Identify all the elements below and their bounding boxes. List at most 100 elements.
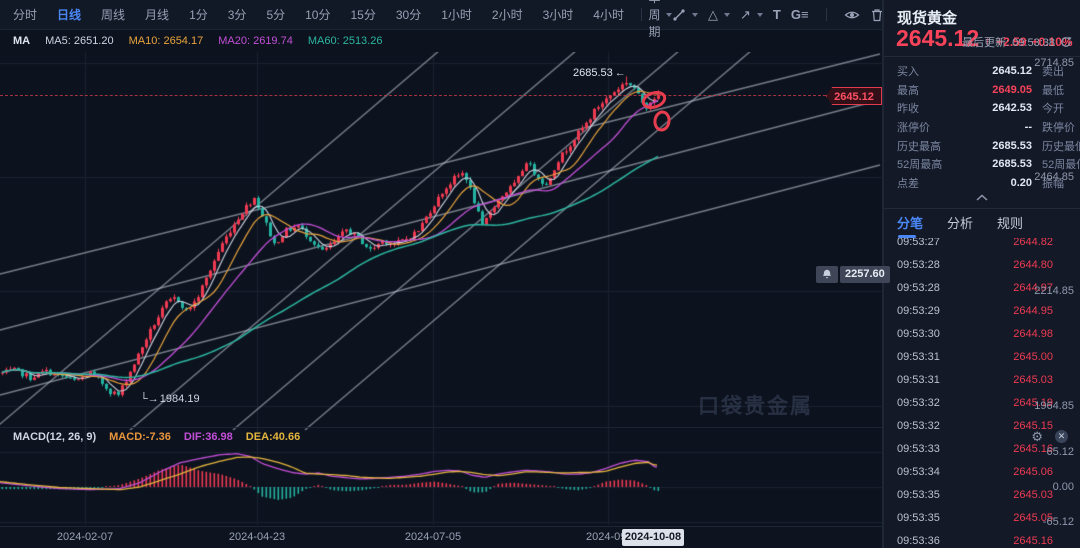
info-value: 2685.53 [992,158,1032,171]
single-period-label: 单周期 [648,0,661,39]
tick-price: 2644.95 [1013,305,1053,317]
macd-axis-label-0: 65.12 [1046,446,1074,458]
price-axis-label-1: 2464.85 [1034,171,1074,183]
panel-tab-2[interactable]: 规则 [997,216,1024,231]
panel-tab-0[interactable]: 分笔 [897,213,923,238]
last-price: 2645.12 [896,25,980,51]
last-update-row: 最后更新: 09:53:38 [962,34,1072,50]
tick-time: 09:53:36 [897,535,940,547]
tick-price: 2645.16 [1013,443,1053,455]
panel-divider [884,208,1080,209]
tick-row-2: 09:53:28 2644.97 [884,277,1080,300]
macd-title: MACD(12, 26, 9) [13,431,97,443]
corner-arrow-icon: └→ [140,393,159,405]
price-row: 2645.12 ↑ +2.59 +0.10% [896,25,1073,52]
price-axis-label-0: 2714.85 [1034,57,1074,69]
quote-info-row-3: 涨停价 -- 跌停价 [884,118,1080,137]
timeframe-tab-9[interactable]: 30分 [395,8,422,22]
timeframe-tab-4[interactable]: 1分 [189,8,208,22]
info-label: 昨收 [897,103,919,116]
tick-time: 09:53:35 [897,489,940,501]
panel-tab-1[interactable]: 分析 [947,216,974,231]
macd-legend: MACD(12, 26, 9) MACD:-7.36 DIF:36.98 DEA:4… [13,431,300,443]
ma-legend-item-2: MA20: 2619.74 [218,35,293,47]
tick-row-3: 09:53:29 2644.95 [884,300,1080,323]
tick-row-0: 09:53:27 2644.82 [884,238,1080,254]
alert-price-value: 2257.60 [840,266,890,283]
timeframe-tab-11[interactable]: 2小时 [491,8,523,22]
bell-icon[interactable] [816,266,838,283]
tick-price: 2645.19 [1013,397,1053,409]
date-axis: 2024-10-08 2024-02-07 2024-04-23 2024-07-0… [0,526,882,548]
info-value: 2642.53 [992,102,1032,115]
price-change-percent: +0.10% [1031,35,1073,49]
macd-axis-label-1: 0.00 [1052,481,1074,493]
price-alert-chip: 2257.60 [816,266,890,283]
single-period-dropdown[interactable]: 单周期 [648,0,672,40]
collapse-panel-button[interactable] [884,194,1080,206]
timeframe-tab-8[interactable]: 15分 [350,8,376,22]
info-label: 买入 [897,66,919,79]
high-annotation: 2685.53 ← [573,67,626,79]
tick-row-4: 09:53:30 2644.98 [884,323,1080,346]
info-label: 历史最低 [1042,140,1080,153]
chevron-down-icon[interactable] [756,12,763,17]
tick-price: 2645.15 [1013,420,1053,432]
trendline-tool-icon[interactable] [672,8,686,22]
chevron-down-icon[interactable] [723,12,730,17]
info-value: 2685.53 [992,139,1032,152]
panel-divider [884,56,1080,57]
tick-time: 09:53:28 [897,282,940,294]
timeframe-tab-1[interactable]: 日线 [57,8,82,22]
tick-price: 2644.97 [1013,282,1053,294]
info-label: 卖出 [1042,66,1064,79]
tick-row-12: 09:53:35 2645.05 [884,507,1080,530]
gear-icon[interactable]: ⚙ [1031,429,1043,444]
tick-row-11: 09:53:35 2645.03 [884,484,1080,507]
info-label: 52周最高 [897,159,943,172]
arrow-tool-icon[interactable]: ↗ [739,7,751,22]
tick-time: 09:53:27 [897,238,940,248]
info-label: 跌停价 [1042,122,1075,135]
text-tool-icon[interactable]: T [772,7,781,22]
tick-list[interactable]: 09:53:27 2644.82 09:53:28 2644.80 09:53:28 26… [884,238,1080,548]
tick-time: 09:53:30 [897,328,940,340]
info-label: 最高 [897,84,919,97]
chevron-down-icon [665,12,672,17]
high-annotation-value: 2685.53 [573,67,613,79]
tick-time: 09:53:35 [897,512,940,524]
current-price-dashed-line [0,95,826,96]
toolbar-divider [640,8,642,21]
refresh-icon[interactable] [1060,36,1072,48]
info-label: 52周最低 [1042,159,1080,172]
timeframe-tab-7[interactable]: 10分 [305,8,331,22]
eye-icon[interactable] [844,9,860,21]
timeframe-tab-0[interactable]: 分时 [13,8,38,22]
close-icon[interactable]: ✕ [1055,430,1068,443]
timeframe-tab-3[interactable]: 月线 [145,8,170,22]
tick-row-8: 09:53:32 2645.15 [884,415,1080,438]
tick-price: 2645.16 [1013,535,1053,547]
tick-price: 2645.06 [1013,466,1053,478]
price-chart-canvas[interactable] [0,52,882,525]
timeframe-tab-5[interactable]: 3分 [227,8,247,22]
last-update-text: 最后更新: 09:53:38 [962,37,1055,49]
timeframe-tab-6[interactable]: 5分 [266,8,286,22]
ma-legend-item-1: MA10: 2654.17 [128,35,204,47]
timeframe-tab-10[interactable]: 1小时 [441,8,472,22]
price-change: +2.59 [996,35,1027,49]
gann-tool-icon[interactable]: G≡ [790,7,809,22]
shape-triangle-tool-icon[interactable]: △ [707,7,718,22]
tick-row-5: 09:53:31 2645.00 [884,346,1080,369]
date-axis-label-2: 2024-07-05 [404,531,462,543]
timeframe-tab-13[interactable]: 4小时 [593,8,624,22]
chevron-down-icon[interactable] [691,12,698,17]
timeframe-tabs: 分时 日线 周线 月线 1分 3分 5分 10分 15分 30分 1小时 2小时 3小时 4小时 单周期 [3,0,672,40]
ma-legend-prefix: MA [13,35,31,47]
timeframe-tab-12[interactable]: 3小时 [542,8,574,22]
tick-time: 09:53:31 [897,351,940,363]
timeframe-tab-2[interactable]: 周线 [101,8,126,22]
trash-icon[interactable] [870,8,884,22]
